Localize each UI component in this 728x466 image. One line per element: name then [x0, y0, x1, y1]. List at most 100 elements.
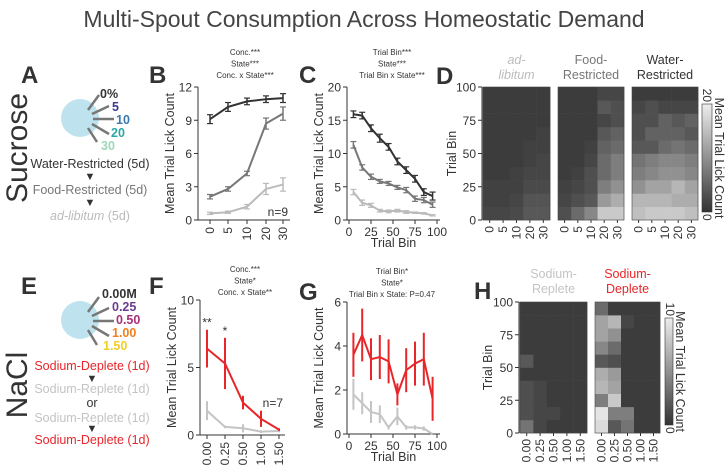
heatmap-cell [658, 180, 672, 194]
heatmap-cell [634, 328, 648, 342]
heatmap-cell [496, 153, 511, 168]
heatmap-cell [496, 87, 511, 101]
heatmap-cell [584, 126, 598, 141]
heatmap-cell [483, 113, 497, 128]
heatmap-cell [632, 113, 646, 128]
heatmap-sodium-replete: Sodium-Replete 0.00 0.25 0.50 1.00 1.50 [519, 267, 588, 463]
heatmap-cell [634, 419, 648, 434]
spout-label-100: 1.00 [112, 326, 136, 340]
panel-label-c: C [299, 62, 316, 89]
heatmap-cell [621, 328, 635, 342]
y-tick-label: 0 [185, 214, 192, 228]
heatmap-cell [608, 302, 622, 316]
x-tick-label: 100 [427, 439, 447, 453]
heatmap-cell [671, 206, 686, 221]
heatmap-cell [621, 367, 635, 381]
heatmap-cell [573, 380, 588, 394]
heatmap-cell [632, 153, 646, 168]
heatmap-cell [584, 140, 598, 154]
heatmap-title: Restricted [563, 68, 619, 82]
protocol-ad-libitum: ad-libitum (5d) [50, 209, 130, 223]
heatmap-cell [560, 393, 574, 408]
x-tick-label: 75 [408, 439, 422, 453]
y-tick-label: 20 [328, 81, 342, 95]
series-line [352, 144, 434, 206]
heatmap-cell [483, 180, 497, 194]
x-tick-label: 30 [276, 227, 290, 241]
heatmap-cell [608, 315, 622, 329]
heatmap-cell [645, 193, 659, 207]
heatmap-cell [533, 315, 548, 329]
heatmap-cell [584, 100, 598, 114]
protocol-sodium-replete-2: Sodium-Replete (1d) [34, 411, 149, 425]
y-tick-label: 75 [463, 114, 477, 128]
y-tick-label: 5 [334, 180, 341, 194]
y-tick-label: 25 [463, 180, 477, 194]
y-axis-label: Trial Bin [481, 345, 495, 390]
heatmap-cell [483, 193, 497, 207]
colorbar-label: Mean Trial Lick Count [673, 311, 687, 432]
significance-marker: * [223, 324, 228, 338]
heatmap-cell [558, 87, 572, 101]
stats-annotation: Trial Bin*** [373, 48, 411, 57]
row-label-nacl: NaCl [1, 352, 34, 419]
spout-label-30: 30 [101, 139, 115, 153]
heatmap-cell [645, 166, 659, 181]
heatmap-cell [560, 367, 574, 381]
heatmap-cell [483, 153, 497, 168]
heatmap-cell [671, 113, 686, 128]
y-tick-label: 100 [493, 296, 513, 310]
x-tick-label: 100 [427, 225, 447, 239]
x-tick-label: 10 [658, 226, 672, 240]
heatmap-cell [523, 206, 537, 221]
heatmap-cell [621, 302, 635, 316]
heatmap-cell [558, 206, 572, 221]
heatmap-cell [645, 140, 659, 154]
y-tick-label: 0 [469, 214, 476, 228]
heatmap-cell [610, 193, 625, 207]
heatmap-cell [610, 166, 625, 181]
x-tick-label: 0.00 [520, 439, 534, 463]
charts: Conc.***State***Conc. x State***036912Me… [163, 48, 726, 465]
heatmap-cell [595, 302, 609, 316]
heatmap-cell [595, 419, 609, 434]
heatmap-cell [523, 140, 537, 154]
heatmap-cell [571, 100, 585, 114]
y-tick-label: 12 [179, 81, 193, 95]
x-tick-label: 1.50 [647, 439, 661, 463]
stats-annotation: Trial Bin x State: P=0.47 [349, 290, 436, 299]
y-axis-label: Mean Trial Lick Count [165, 307, 179, 428]
heatmap-cell [536, 140, 551, 154]
heatmap-cell [560, 302, 574, 316]
colorbar-min-label: 0 [663, 427, 677, 434]
x-tick-label: 0 [346, 225, 353, 239]
heatmap-cell [671, 126, 686, 141]
heatmap-cell [560, 380, 574, 394]
heatmap-cell [671, 193, 686, 207]
heatmap-cell [520, 393, 534, 408]
heatmap-cell [634, 302, 648, 316]
heatmap-title: Deplete [606, 282, 649, 296]
heatmap-cell [610, 113, 625, 128]
heatmap-cell [597, 206, 612, 221]
heatmap-cell [520, 406, 534, 421]
heatmap-cell [671, 153, 686, 168]
panel-label-e: E [21, 273, 37, 300]
heatmap-cell [610, 100, 625, 114]
stats-annotation: State* [381, 279, 403, 288]
x-tick-label: 0.50 [621, 439, 635, 463]
heatmap-cell [496, 140, 511, 154]
heatmap-cell [647, 315, 661, 329]
x-tick-label: 0 [558, 226, 572, 233]
heatmap-cell [523, 126, 537, 141]
heatmap-cell [621, 406, 635, 421]
x-tick-label: 0 [346, 439, 353, 453]
colorbar-gradient [701, 103, 713, 213]
heatmap-cell [573, 367, 588, 381]
spout-label-5: 5 [112, 100, 119, 114]
heatmap-cell [632, 100, 646, 114]
heatmap-cell [597, 126, 612, 141]
